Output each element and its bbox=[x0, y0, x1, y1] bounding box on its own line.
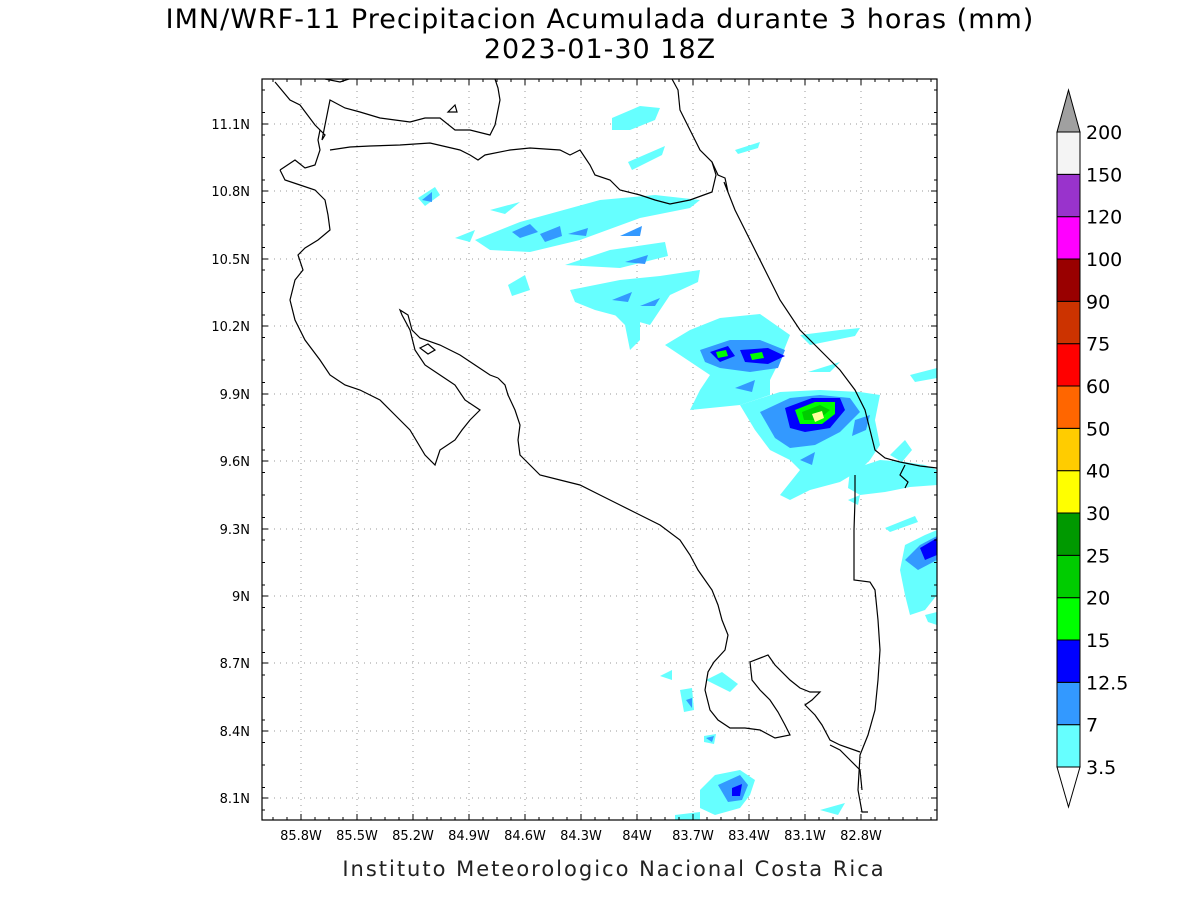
colorbar-box bbox=[1056, 343, 1081, 387]
lon-tick-label: 83.4W bbox=[728, 829, 770, 844]
colorbar-box bbox=[1056, 554, 1081, 599]
lat-tick-label: 10.2N bbox=[211, 320, 250, 335]
coastline-borders bbox=[274, 79, 937, 813]
colorbar-label: 30 bbox=[1086, 503, 1110, 525]
lon-tick-label: 85.5W bbox=[336, 829, 378, 844]
lat-tick-label: 8.4N bbox=[220, 725, 250, 740]
precip-band-30 bbox=[812, 411, 824, 422]
institution-credit: Instituto Meteorologico Nacional Costa R… bbox=[342, 857, 886, 881]
colorbar-box bbox=[1056, 131, 1081, 175]
lat-tick-label: 9.3N bbox=[220, 523, 250, 538]
colorbar-label: 12.5 bbox=[1086, 672, 1128, 694]
colorbar-label: 20 bbox=[1086, 588, 1110, 610]
lat-tick-label: 9.9N bbox=[220, 388, 250, 403]
colorbar-label: 60 bbox=[1086, 376, 1110, 398]
colorbar-over-triangle bbox=[1056, 88, 1081, 133]
lon-tick-label: 84.9W bbox=[448, 829, 490, 844]
colorbar-label: 50 bbox=[1086, 418, 1110, 440]
lon-tick-label: 83.7W bbox=[672, 829, 714, 844]
colorbar-box bbox=[1056, 300, 1081, 345]
colorbar-label: 7 bbox=[1086, 715, 1098, 737]
lon-tick-label: 85.8W bbox=[280, 829, 322, 844]
colorbar-box bbox=[1056, 512, 1081, 556]
colorbar-label: 40 bbox=[1086, 461, 1110, 483]
lon-tick-label: 84.3W bbox=[560, 829, 602, 844]
colorbar-box bbox=[1056, 681, 1081, 726]
colorbar-label: 100 bbox=[1086, 249, 1122, 271]
lon-tick-label: 84W bbox=[622, 829, 652, 844]
lat-tick-label: 10.8N bbox=[211, 185, 250, 200]
colorbar-box bbox=[1056, 216, 1081, 260]
lat-tick-label: 9N bbox=[232, 590, 250, 605]
lat-tick-label: 10.5N bbox=[211, 253, 250, 268]
colorbar-box bbox=[1056, 258, 1081, 302]
lat-tick-label: 11.1N bbox=[211, 118, 250, 133]
colorbar-label: 120 bbox=[1086, 207, 1122, 229]
lon-tick-label: 85.2W bbox=[392, 829, 434, 844]
lon-tick-label: 82.8W bbox=[840, 829, 882, 844]
map-title: IMN/WRF-11 Precipitacion Acumulada duran… bbox=[165, 4, 1035, 35]
colorbar-label: 3.5 bbox=[1086, 757, 1116, 779]
colorbar-box bbox=[1056, 639, 1081, 683]
map-subtitle-datetime: 2023-01-30 18Z bbox=[483, 34, 717, 65]
colorbar-box bbox=[1056, 173, 1081, 218]
colorbar-label: 200 bbox=[1086, 122, 1122, 144]
colorbar-box bbox=[1056, 597, 1081, 641]
lat-tick-label: 8.7N bbox=[220, 657, 250, 672]
precip-band-3p5 bbox=[418, 106, 937, 820]
colorbar-label: 15 bbox=[1086, 630, 1110, 652]
precipitation-shading bbox=[418, 106, 937, 820]
colorbar-box bbox=[1056, 470, 1081, 514]
lon-tick-label: 83.1W bbox=[784, 829, 826, 844]
longitude-axis: 85.8W 85.5W 85.2W 84.9W 84.6W 84.3W 84W 83.7W 83… bbox=[272, 79, 932, 844]
colorbar-box bbox=[1056, 385, 1081, 429]
lat-tick-label: 9.6N bbox=[220, 455, 250, 470]
colorbar-box bbox=[1056, 427, 1081, 472]
latitude-axis: 11.1N 10.8N 10.5N 10.2N 9.9N 9.6N 9.3N 9N 8.7N 8.… bbox=[211, 89, 937, 811]
colorbar-label: 150 bbox=[1086, 164, 1122, 186]
lat-tick-label: 8.1N bbox=[220, 792, 250, 807]
colorbar-label: 75 bbox=[1086, 334, 1110, 356]
colorbar-under-triangle bbox=[1056, 766, 1081, 809]
colorbar-label: 90 bbox=[1086, 291, 1110, 313]
colorbar-box bbox=[1056, 724, 1081, 768]
precipitation-colorbar: 3.5 7 12.5 15 20 25 30 40 50 60 75 90 100 120 150 200 bbox=[1056, 88, 1128, 809]
colorbar-label: 25 bbox=[1086, 545, 1110, 567]
precip-band-20 bbox=[802, 405, 830, 420]
lon-tick-label: 84.6W bbox=[504, 829, 546, 844]
